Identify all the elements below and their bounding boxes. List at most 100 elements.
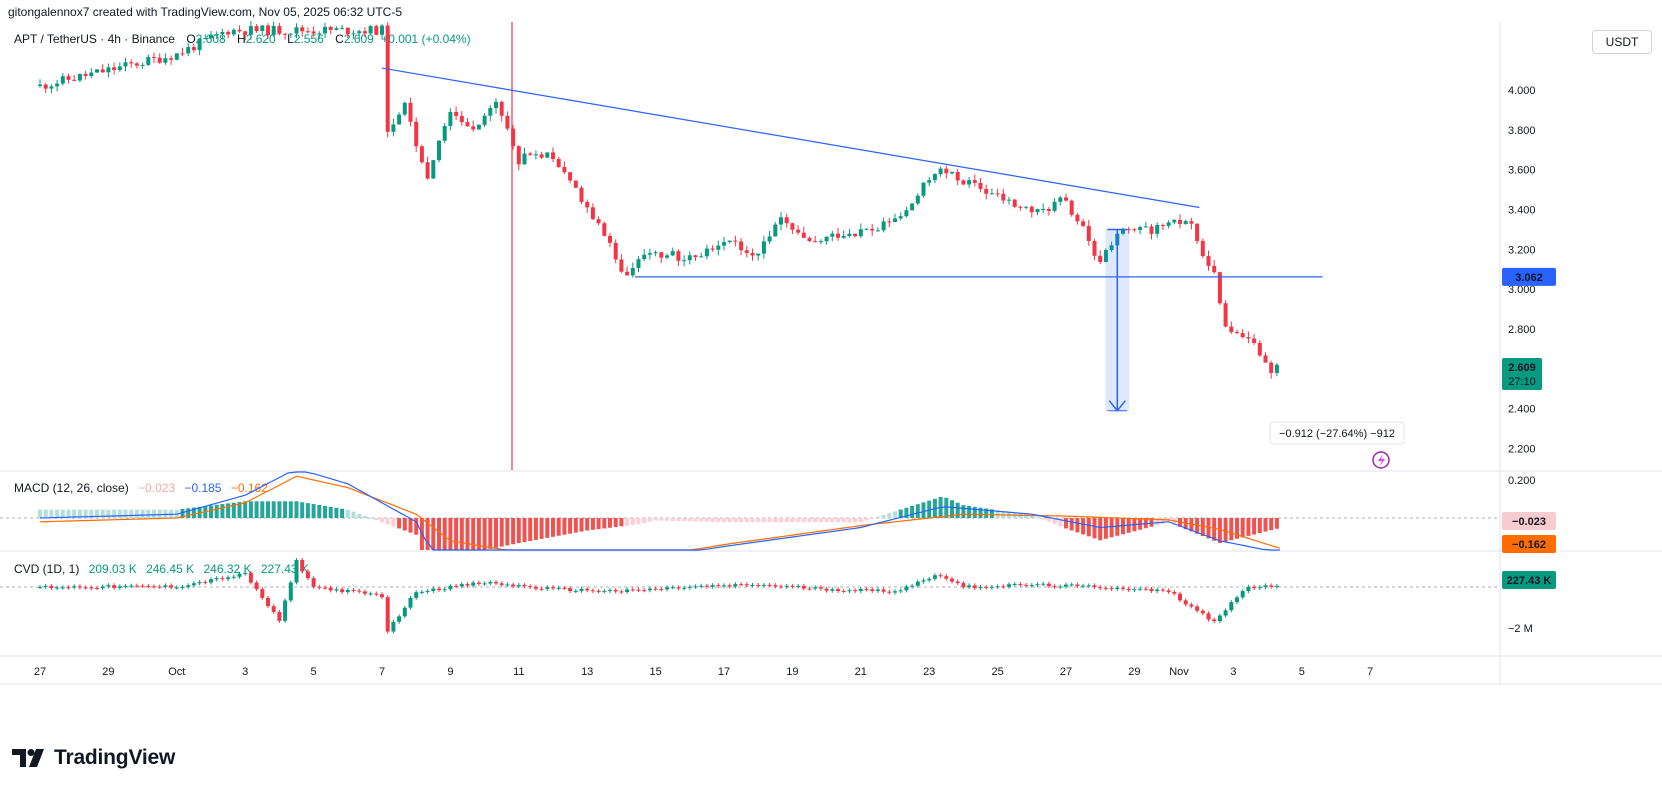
cvd-bar	[1206, 613, 1211, 620]
candle-body	[995, 193, 1000, 195]
candle-body	[511, 128, 516, 147]
candle-body	[744, 250, 749, 254]
macd-histogram-bar	[482, 518, 487, 550]
candle-body	[1263, 355, 1268, 363]
macd-histogram-bar	[397, 518, 402, 529]
cvd-bar	[927, 578, 932, 581]
cvd-bar	[351, 589, 356, 591]
candle-body	[106, 67, 111, 73]
cvd-bar	[1155, 589, 1160, 592]
time-tick-label: 5	[1299, 666, 1305, 678]
candle-body	[739, 241, 744, 251]
candle-body	[539, 154, 544, 158]
candle-body	[761, 241, 766, 254]
macd-histogram-bar	[95, 509, 99, 518]
candle-body	[722, 242, 726, 246]
macd-histogram-bar	[551, 518, 555, 537]
cvd-bar	[1064, 584, 1068, 587]
cvd-bar	[197, 582, 202, 584]
cvd-bar	[1274, 585, 1279, 587]
cvd-bar	[1172, 592, 1177, 594]
drawings[interactable]: −0.912 (−27.64%) −912	[381, 22, 1405, 470]
cvd-legend[interactable]: CVD (1D, 1) 209.03 K 246.45 K 246.32 K 2…	[14, 562, 309, 576]
candle-body	[471, 126, 476, 130]
macd-histogram-bar	[818, 518, 823, 523]
cvd-bar	[209, 579, 213, 583]
cvd-bar	[1098, 587, 1103, 589]
macd-histogram-bar	[761, 518, 766, 523]
measure-label: −0.912 (−27.64%) −912	[1279, 428, 1395, 440]
cvd-bar	[704, 585, 709, 587]
macd-histogram-bar	[351, 511, 356, 518]
currency-button[interactable]: USDT	[1592, 30, 1652, 54]
macd-histogram-bar	[494, 518, 498, 548]
cvd-bar	[419, 591, 424, 593]
candle-body	[1069, 200, 1074, 215]
cvd-bar	[1223, 610, 1228, 616]
cvd-bar	[180, 586, 185, 588]
macd-histogram-bar	[248, 501, 253, 518]
cvd-bar	[254, 582, 259, 590]
macd-histogram-bar	[950, 500, 954, 518]
candle-body	[1132, 229, 1137, 231]
level-badge: 3.062	[1515, 272, 1543, 284]
symbol-name[interactable]: APT / TetherUS · 4h · Binance	[14, 32, 175, 46]
macd-histogram-bar	[841, 518, 846, 523]
cvd-bar	[585, 588, 590, 591]
macd-histogram-bar	[875, 516, 880, 518]
candle-body	[590, 207, 595, 220]
candle-body	[647, 253, 652, 255]
macd-histogram-bar	[1092, 518, 1097, 539]
candle-body	[727, 240, 732, 243]
cvd-bar	[1121, 587, 1125, 589]
candle-body	[231, 29, 236, 35]
macd-histogram-bar	[1064, 518, 1068, 529]
trend-line[interactable]	[381, 67, 1200, 209]
candle-body	[1206, 256, 1211, 266]
cvd-bar	[1166, 590, 1171, 593]
macd-line-value: −0.185	[184, 481, 222, 495]
cvd-title: CVD (1D, 1)	[14, 562, 80, 576]
candle-body	[676, 251, 681, 261]
macd-histogram-bar	[362, 515, 367, 518]
macd-histogram-bar	[152, 509, 156, 518]
open-label: O	[186, 32, 196, 46]
candle-body	[66, 76, 71, 80]
macd-histogram-bar	[385, 518, 390, 525]
macd-histogram-bar	[499, 518, 504, 547]
candle-body	[841, 235, 846, 238]
cvd-bar	[465, 584, 470, 586]
cvd-bar	[157, 586, 162, 588]
cvd-bar	[647, 588, 652, 591]
cvd-bar	[1178, 593, 1182, 601]
candle-body	[573, 180, 578, 188]
macd-histogram-bar	[1235, 518, 1239, 539]
candle-body	[1212, 265, 1217, 273]
macd-histogram-bar	[864, 518, 869, 521]
cvd-bar	[1069, 584, 1074, 586]
alert-flash-icon[interactable]	[1372, 451, 1390, 469]
macd-histogram-bar	[693, 518, 698, 522]
candle-body	[545, 152, 550, 158]
price-tick-label: 3.800	[1508, 125, 1536, 137]
candle-body	[1257, 342, 1262, 356]
cvd-bar	[357, 590, 362, 592]
cvd-bar	[260, 589, 265, 598]
cvd-bar	[1103, 588, 1108, 590]
cvd-bar	[1269, 585, 1274, 587]
cvd-bar	[288, 582, 293, 601]
macd-histogram-bar	[687, 518, 692, 522]
macd-histogram-bar	[801, 518, 806, 523]
cvd-bar	[1235, 597, 1239, 603]
cvd-bar	[887, 591, 892, 593]
cvd-bar	[573, 590, 578, 592]
macd-histogram-bar	[756, 518, 761, 523]
macd-histogram-bar	[511, 518, 516, 545]
cvd-bar	[870, 589, 875, 591]
macd-histogram-bar	[1217, 518, 1222, 544]
cvd-bar	[448, 585, 453, 590]
cvd-bar	[89, 587, 94, 589]
macd-legend[interactable]: MACD (12, 26, close) −0.023 −0.185 −0.16…	[14, 481, 268, 495]
cvd-bar	[186, 585, 191, 587]
